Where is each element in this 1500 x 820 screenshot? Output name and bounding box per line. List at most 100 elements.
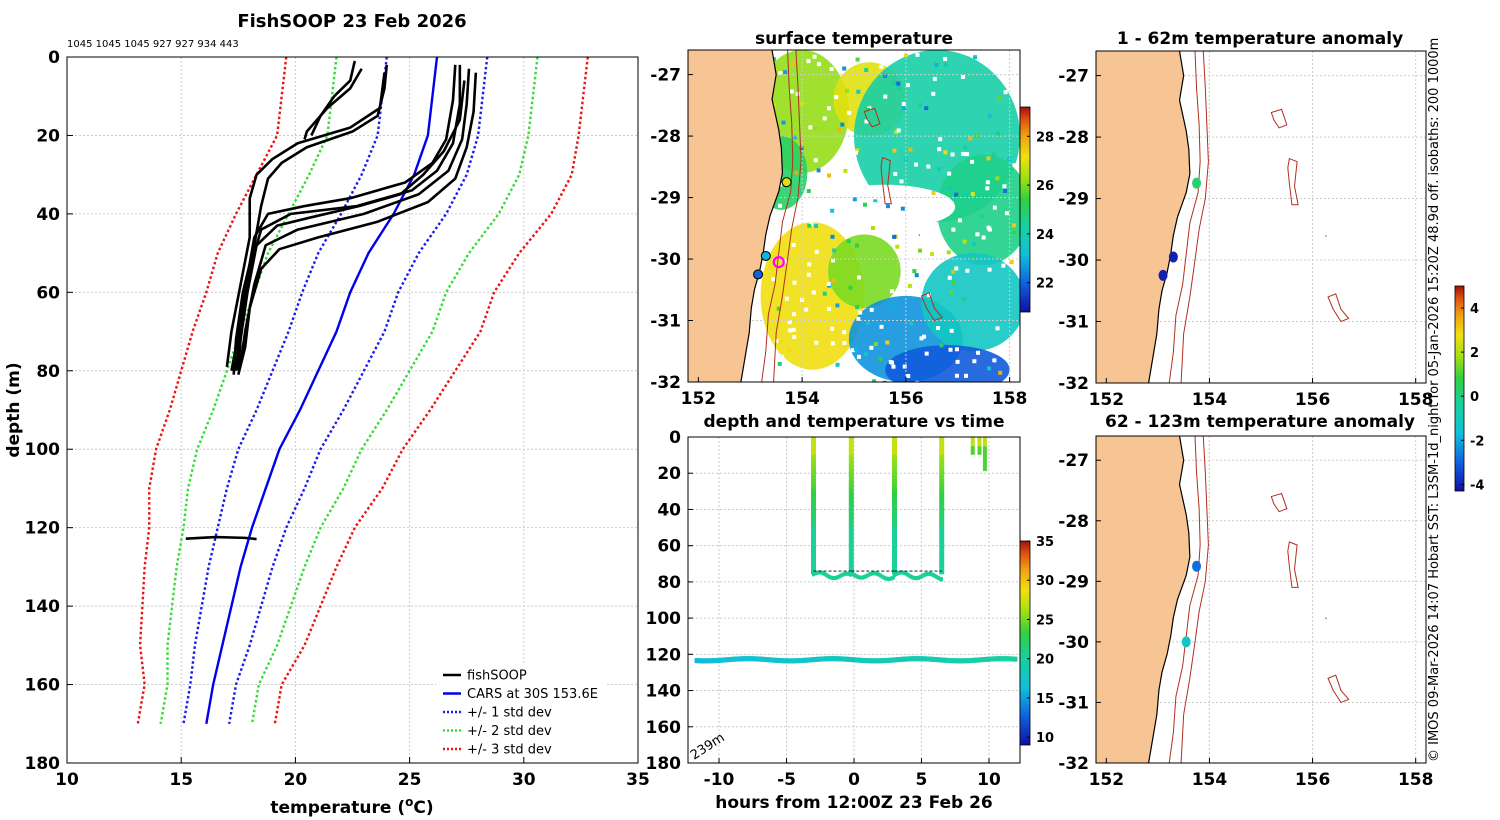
sst-pixel [813, 158, 818, 163]
isobath-200m [1168, 436, 1201, 763]
x-tick-label: 25 [398, 770, 422, 790]
sst-pixel [995, 131, 1000, 136]
cast-sample [939, 478, 945, 482]
cast-sample [848, 465, 854, 469]
bottom-sample [922, 573, 926, 578]
anomaly-map-shallow: 1 - 62m temperature anomaly 152 154 156 158… [1058, 29, 1433, 410]
cast-sample [811, 563, 817, 567]
anomaly-deep-land [1096, 436, 1350, 763]
sst-pixel [936, 326, 941, 331]
sst-pixel [979, 214, 984, 219]
depth-tick-label: 100 [646, 609, 682, 629]
sst-pixel [964, 373, 969, 378]
cast-sample [811, 468, 817, 472]
cast-sample [811, 522, 817, 526]
sst-pixel [853, 150, 858, 155]
sst-pixel [913, 235, 918, 240]
cast-sample [939, 560, 945, 564]
cast-sample [939, 449, 945, 453]
cast-sample [811, 473, 817, 477]
late-cast-sample [982, 446, 987, 450]
lon-tick-label: 154 [1192, 770, 1228, 790]
cast-sample [939, 470, 945, 474]
sst-pixel [864, 67, 869, 72]
seamount-isobath [1325, 235, 1327, 237]
bottom-sample [818, 570, 822, 575]
cast-sample [939, 568, 945, 572]
cast-sample [811, 451, 817, 455]
cast-sample [939, 446, 945, 450]
anomaly-map-deep: 62 - 123m temperature anomaly 152 154 156 1… [1058, 412, 1433, 790]
colorbar-tick-label: 25 [1036, 613, 1054, 628]
cast-sample [848, 438, 854, 442]
sst-pixel [856, 275, 861, 280]
cast-sample [848, 492, 854, 496]
cast-sample [891, 527, 897, 531]
cast-sample [811, 525, 817, 529]
cast-sample [848, 536, 854, 540]
legend-entry: +/- 3 std dev [467, 743, 552, 758]
bottom-sample [878, 573, 882, 578]
anomaly-deep-title: 62 - 123m temperature anomaly [1105, 412, 1415, 432]
lat-tick-label: -27 [650, 66, 681, 86]
sst-pixel [970, 192, 975, 197]
sst-pixel [869, 307, 874, 312]
sst-pixel [954, 347, 959, 352]
sst-pixel [835, 303, 840, 308]
sst-pixel [896, 128, 901, 133]
cast-sample [939, 525, 945, 529]
cast-sample [891, 478, 897, 482]
cast-sample [891, 568, 897, 572]
sst-pixel [783, 70, 788, 75]
cast-sample [811, 438, 817, 442]
sst-pixel [924, 106, 929, 111]
sst-pixel [891, 364, 896, 369]
sst-pixel [793, 381, 798, 382]
cast-sample [848, 538, 854, 542]
sst-pixel [937, 167, 942, 172]
legend-entry: CARS at 30S 153.6E [467, 687, 598, 702]
sst-pixel [806, 189, 811, 194]
sst-pixel [814, 224, 819, 229]
cast-sample [891, 473, 897, 477]
late-cast-sample [977, 449, 982, 453]
figure-title: FishSOOP 23 Feb 2026 [237, 11, 466, 32]
bottom-sample [915, 576, 919, 581]
sst-pixel [863, 351, 868, 356]
cast-sample [891, 454, 897, 458]
sst-pixel [951, 269, 956, 274]
fishsoop-profile-line [303, 68, 363, 140]
sst-pixel [943, 150, 948, 155]
sst-pixel [965, 268, 970, 273]
bottom-sample [812, 572, 816, 577]
sst-pixel [827, 106, 832, 111]
cast-sample [811, 440, 817, 444]
sst-pixel [987, 366, 992, 371]
lat-tick-label: -31 [650, 312, 681, 332]
sst-pixel [998, 370, 1003, 375]
sst-pixel [976, 350, 981, 355]
bottom-sample [930, 572, 934, 577]
cast-sample [891, 522, 897, 526]
sst-pixel [971, 241, 976, 246]
sst-pixel [856, 354, 861, 359]
cast-sample [848, 508, 854, 512]
sst-pixel [869, 345, 874, 350]
land-mass [688, 50, 783, 382]
cast-sample [811, 495, 817, 499]
sst-pixel [992, 205, 997, 210]
bottom-sample [905, 572, 909, 577]
sst-pixel [877, 217, 882, 222]
sst-pixel [975, 232, 980, 237]
seamount-isobath [863, 107, 881, 128]
cast-sample [939, 481, 945, 485]
sst-pixel [892, 242, 897, 247]
cast-sample [939, 500, 945, 504]
cast-sample [939, 451, 945, 455]
lat-tick-label: -28 [650, 127, 681, 147]
sst-pixel [885, 235, 890, 240]
sst-pixel [820, 176, 825, 181]
cast-sample [891, 492, 897, 496]
lon-tick-label: 152 [1089, 770, 1125, 790]
